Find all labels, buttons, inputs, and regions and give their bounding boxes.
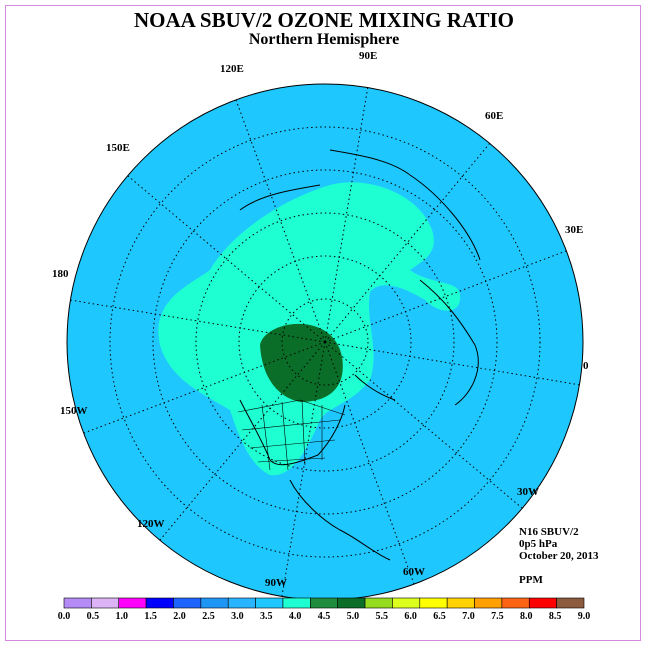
lon-label-60e: 60E	[485, 110, 504, 122]
colorbar-swatch	[501, 597, 530, 609]
lon-label-30e: 30E	[565, 224, 584, 236]
lon-label-90w: 90W	[265, 577, 287, 589]
colorbar-tick-label: 1.5	[144, 611, 157, 622]
colorbar-tick-label: 5.5	[376, 611, 389, 622]
info-units: PPM	[519, 574, 543, 586]
colorbar-tick-label: 4.0	[289, 611, 302, 622]
colorbar-swatch	[145, 597, 174, 609]
colorbar-swatch	[392, 597, 421, 609]
colorbar-tick-label: 6.0	[404, 611, 417, 622]
colorbar-swatch	[118, 597, 147, 609]
info-level: 0p5 hPa	[519, 538, 558, 550]
colorbar-tick-label: 3.0	[231, 611, 244, 622]
colorbar-swatch	[282, 597, 311, 609]
lon-label-150w: 150W	[60, 405, 88, 417]
info-date: October 20, 2013	[519, 550, 599, 562]
colorbar-swatch	[200, 597, 229, 609]
colorbar-tick-label: 8.0	[520, 611, 533, 622]
colorbar-swatch	[91, 597, 120, 609]
lon-label-90e: 90E	[359, 50, 378, 62]
colorbar: 0.0 0.5 1.0 1.5 2.0 2.5 3.0 3.5 4.0 4.5 5.0 5.5 6.0 6…	[58, 597, 591, 622]
colorbar-swatch	[173, 597, 202, 609]
lon-label-150e: 150E	[106, 142, 130, 154]
colorbar-tick-label: 0.5	[87, 611, 100, 622]
lon-label-60w: 60W	[403, 566, 425, 578]
colorbar-swatch	[474, 597, 503, 609]
colorbar-swatch	[364, 597, 393, 609]
latitude-circles	[109, 126, 541, 558]
map-title: NOAA SBUV/2 OZONE MIXING RATIO	[134, 8, 514, 32]
colorbar-tick-label: 7.0	[462, 611, 475, 622]
colorbar-swatch	[255, 597, 284, 609]
colorbar-tick-label: 7.5	[491, 611, 504, 622]
colorbar-tick-label: 9.0	[578, 611, 591, 622]
lon-label-120e: 120E	[220, 63, 244, 75]
figure-frame	[5, 5, 641, 641]
colorbar-tick-label: 8.5	[549, 611, 562, 622]
colorbar-tick-label: 0.0	[58, 611, 71, 622]
meridians	[69, 85, 581, 597]
colorbar-tick-label: 1.0	[116, 611, 129, 622]
lon-label-120w: 120W	[137, 518, 165, 530]
colorbar-swatch	[227, 597, 256, 609]
colorbar-swatch	[446, 597, 475, 609]
colorbar-swatch	[310, 597, 338, 609]
colorbar-swatch	[528, 597, 557, 609]
map-subtitle: Northern Hemisphere	[248, 31, 400, 48]
colorbar-swatch	[419, 597, 448, 609]
state-boundaries	[237, 399, 346, 471]
colorbar-tick-label: 6.5	[433, 611, 446, 622]
colorbar-swatch	[63, 597, 92, 609]
lon-label-30w: 30W	[517, 486, 539, 498]
info-satellite: N16 SBUV/2	[519, 526, 579, 538]
colorbar-tick-label: 4.5	[318, 611, 331, 622]
lon-label-180: 180	[52, 268, 69, 280]
colorbar-swatch	[556, 597, 585, 609]
colorbar-tick-label: 2.5	[202, 611, 215, 622]
colorbar-swatch	[337, 597, 366, 609]
colorbar-tick-label: 5.0	[347, 611, 360, 622]
dark-ozone-region	[260, 323, 343, 402]
lon-label-0: 0	[583, 360, 589, 372]
coastlines	[239, 149, 481, 561]
colorbar-tick-label: 3.5	[260, 611, 273, 622]
colorbar-tick-label: 2.0	[173, 611, 186, 622]
